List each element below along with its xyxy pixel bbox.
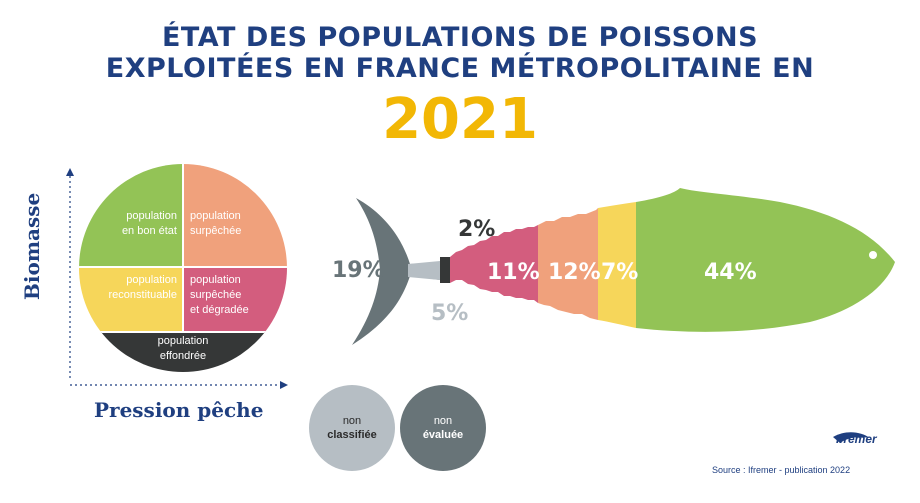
label-reconstituable-2: reconstituable	[109, 289, 178, 301]
legend-non-classifiee-1: non	[342, 415, 362, 427]
title-line-1: ÉTAT DES POPULATIONS DE POISSONS	[161, 22, 759, 53]
label-degradee-3: et dégradée	[190, 304, 249, 316]
segment-surpechee	[538, 208, 598, 320]
segment-reconstituable	[598, 202, 636, 328]
label-bon-etat-1: population	[126, 210, 177, 222]
title-line-2: EXPLOITÉES EN FRANCE MÉTROPOLITAINE EN	[105, 53, 815, 84]
label-surpechee-1: population	[190, 210, 241, 222]
pct-effondree: 2%	[458, 217, 495, 242]
source-note: Source : Ifremer - publication 2022	[712, 465, 851, 475]
quadrant-degradee	[183, 267, 287, 332]
segment-degradee	[450, 225, 538, 303]
quadrant-reconstituable	[79, 267, 183, 332]
pct-bon-etat: 44%	[704, 260, 757, 285]
segment-non-evaluee	[352, 198, 440, 345]
label-degradee-1: population	[190, 274, 241, 286]
segment-bon-etat	[636, 188, 895, 332]
pct-non-evaluee: 19%	[332, 258, 385, 283]
pct-non-classifiee: 5%	[431, 301, 468, 326]
y-axis-arrow	[66, 168, 74, 176]
legend-non-evaluee: non évaluée	[400, 385, 486, 471]
label-effondree-2: effondrée	[160, 350, 206, 362]
legend-non-classifiee-2: classifiée	[327, 429, 377, 441]
axis-y-label: Biomasse	[20, 192, 44, 300]
legend-non-evaluee-2: évaluée	[422, 429, 464, 441]
year-label: 2021	[382, 87, 538, 152]
segment-non-classifiee	[408, 261, 440, 280]
label-degradee-2: surpêchée	[190, 289, 241, 301]
pct-reconstituable: 7%	[601, 260, 638, 285]
ifremer-logo-mark	[833, 432, 870, 443]
label-reconstituable-1: population	[126, 274, 177, 286]
fish-chart	[352, 188, 895, 345]
axis-x-label: Pression pêche	[94, 398, 264, 422]
segment-effondree	[440, 257, 450, 283]
label-surpechee-2: surpêchée	[190, 225, 241, 237]
pct-surpechee: 12%	[548, 260, 601, 285]
pct-degradee: 11%	[487, 260, 540, 285]
legend-non-evaluee-1: non	[433, 415, 453, 427]
label-effondree-1: population	[158, 335, 209, 347]
fish-eye	[869, 251, 877, 259]
x-axis-arrow	[280, 381, 288, 389]
label-bon-etat-2: en bon état	[122, 225, 177, 237]
legend-non-classifiee: non classifiée	[309, 385, 395, 471]
ifremer-logo: Ifremer	[836, 432, 877, 446]
